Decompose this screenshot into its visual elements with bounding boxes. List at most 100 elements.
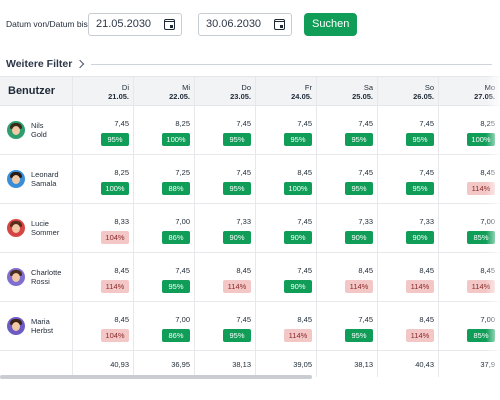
day-name: Mi: [182, 83, 190, 92]
more-filters-toggle[interactable]: Weitere Filter: [6, 58, 492, 70]
utilization-badge: 114%: [406, 279, 434, 293]
workload-cell[interactable]: 8,45 100%: [255, 155, 316, 203]
workload-cell[interactable]: 7,33 90%: [377, 204, 438, 252]
utilization-badge: 100%: [467, 132, 495, 146]
user-column-header[interactable]: Benutzer: [8, 85, 56, 97]
total-hours-cell: 40,43: [377, 351, 438, 377]
workload-cell[interactable]: 8,45 114%: [438, 155, 499, 203]
workload-cell[interactable]: 7,25 88%: [133, 155, 194, 203]
user-name: Maria Herbst: [31, 317, 53, 335]
user-first-name: Nils: [31, 121, 44, 130]
hours-value: 7,45: [297, 216, 312, 226]
utilization-badge: 90%: [406, 230, 434, 244]
workload-cell[interactable]: 8,45 114%: [377, 253, 438, 301]
workload-cell[interactable]: 7,45 95%: [316, 302, 377, 350]
total-hours-cell: 38,13: [194, 351, 255, 377]
date-to-value: 30.06.2030: [206, 18, 262, 30]
workload-cell[interactable]: 8,45 114%: [316, 253, 377, 301]
hours-value: 7,45: [297, 118, 312, 128]
user-cell[interactable]: Leonard Samala: [0, 155, 72, 203]
day-name: Sa: [363, 83, 373, 92]
hours-value: 7,45: [358, 167, 373, 177]
user-first-name: Charlotte: [31, 268, 62, 277]
table-row: Maria Herbst 8,45 104% 7,00 86% 7,45 95% 8,45 114…: [0, 302, 500, 351]
user-last-name: Sommer: [31, 228, 60, 237]
workload-cell[interactable]: 7,45 90%: [255, 253, 316, 301]
workload-cell[interactable]: 7,45 95%: [377, 155, 438, 203]
workload-cell[interactable]: 7,00 85%: [438, 302, 499, 350]
utilization-badge: 85%: [467, 328, 495, 342]
workload-cell[interactable]: 8,25 100%: [72, 155, 133, 203]
table-row: Charlotte Rossi 8,45 114% 7,45 95% 8,45 114% 7,4…: [0, 253, 500, 302]
utilization-badge: 114%: [345, 279, 373, 293]
day-name: Do: [241, 83, 251, 92]
more-filters-label[interactable]: Weitere Filter: [6, 58, 73, 70]
utilization-badge: 86%: [162, 230, 190, 244]
workload-cell[interactable]: 7,45 95%: [316, 155, 377, 203]
horizontal-scrollbar[interactable]: [0, 375, 312, 379]
workload-cell[interactable]: 8,45 114%: [438, 253, 499, 301]
workload-cell[interactable]: 8,25 100%: [133, 106, 194, 154]
avatar: [7, 219, 25, 237]
utilization-badge: 95%: [345, 132, 373, 146]
utilization-badge: 95%: [406, 181, 434, 195]
workload-cell[interactable]: 8,45 114%: [194, 253, 255, 301]
hours-value: 8,25: [114, 167, 129, 177]
workload-cell[interactable]: 7,45 95%: [72, 106, 133, 154]
workload-cell[interactable]: 8,45 104%: [72, 302, 133, 350]
workload-cell[interactable]: 7,45 95%: [133, 253, 194, 301]
hours-value: 8,25: [175, 118, 190, 128]
utilization-badge: 100%: [101, 181, 129, 195]
workload-cell[interactable]: 7,00 86%: [133, 204, 194, 252]
workload-cell[interactable]: 7,00 86%: [133, 302, 194, 350]
day-column-header: So 26.05.: [377, 77, 438, 105]
date-from-value: 21.05.2030: [96, 18, 152, 30]
hours-value: 8,33: [114, 216, 129, 226]
user-cell[interactable]: Nils Gold: [0, 106, 72, 154]
workload-cell[interactable]: 7,45 95%: [377, 106, 438, 154]
user-last-name: Gold: [31, 130, 47, 139]
utilization-badge: 104%: [101, 328, 129, 342]
date-filter-row: Datum von/Datum bis 21.05.2030 30.06.203…: [6, 12, 358, 36]
chevron-right-icon[interactable]: [76, 59, 85, 69]
day-name: Di: [121, 83, 129, 92]
workload-cell[interactable]: 7,45 95%: [194, 302, 255, 350]
workload-cell[interactable]: 8,45 114%: [255, 302, 316, 350]
calendar-icon[interactable]: [164, 18, 175, 30]
total-hours-cell: 38,13: [316, 351, 377, 377]
date-to-input[interactable]: 30.06.2030: [198, 12, 292, 36]
utilization-badge: 100%: [284, 181, 312, 195]
hours-value: 8,45: [480, 167, 495, 177]
workload-cell[interactable]: 8,25 100%: [438, 106, 499, 154]
workload-table: Benutzer Di 21.05. Mi 22.05. Do 23.05. Fr 24.05…: [0, 76, 500, 377]
user-last-name: Samala: [31, 179, 57, 188]
hours-value: 8,45: [236, 265, 251, 275]
hours-value: 8,45: [114, 265, 129, 275]
utilization-badge: 90%: [345, 230, 373, 244]
hours-value: 7,45: [419, 118, 434, 128]
search-button[interactable]: Suchen: [304, 12, 358, 36]
utilization-badge: 95%: [162, 279, 190, 293]
hours-value: 7,45: [236, 118, 251, 128]
workload-cell[interactable]: 7,33 90%: [194, 204, 255, 252]
workload-cell[interactable]: 7,45 95%: [194, 106, 255, 154]
utilization-badge: 104%: [101, 230, 129, 244]
workload-cell[interactable]: 8,33 104%: [72, 204, 133, 252]
user-cell[interactable]: Lucie Sommer: [0, 204, 72, 252]
workload-cell[interactable]: 7,45 95%: [316, 106, 377, 154]
workload-cell[interactable]: 7,45 90%: [255, 204, 316, 252]
workload-cell[interactable]: 7,33 90%: [316, 204, 377, 252]
workload-cell[interactable]: 8,45 114%: [377, 302, 438, 350]
workload-cell[interactable]: 7,45 95%: [194, 155, 255, 203]
hours-value: 8,45: [358, 265, 373, 275]
user-cell[interactable]: Maria Herbst: [0, 302, 72, 350]
hours-value: 7,45: [114, 118, 129, 128]
workload-cell[interactable]: 7,45 95%: [255, 106, 316, 154]
user-cell[interactable]: Charlotte Rossi: [0, 253, 72, 301]
date-from-input[interactable]: 21.05.2030: [88, 12, 182, 36]
workload-cell[interactable]: 8,45 114%: [72, 253, 133, 301]
workload-cell[interactable]: 7,00 85%: [438, 204, 499, 252]
day-column-header: Di 21.05.: [72, 77, 133, 105]
calendar-icon[interactable]: [274, 18, 285, 30]
